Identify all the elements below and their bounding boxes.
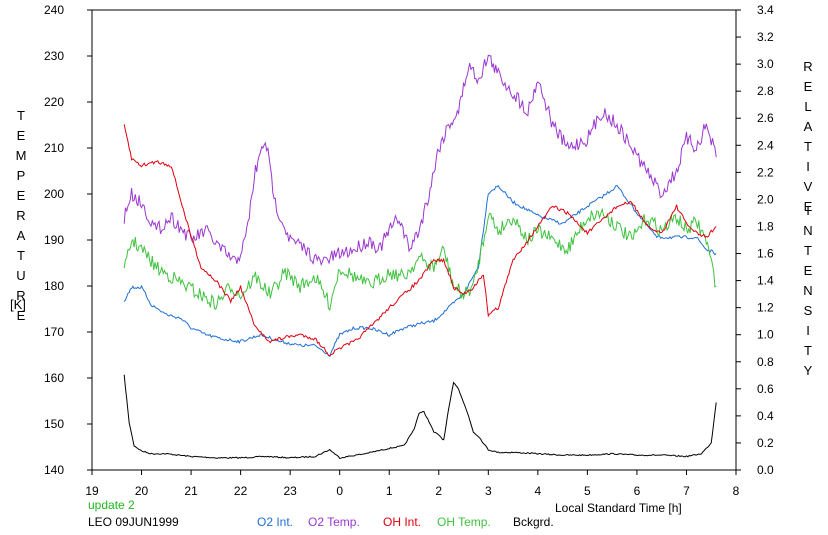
right-tick-label: 3.0 (757, 57, 774, 71)
left-axis-unit: [K] (10, 297, 26, 312)
right-tick-label: 2.6 (757, 111, 774, 125)
x-tick-label: 4 (535, 484, 542, 498)
right-tick-label: 0.2 (757, 436, 774, 450)
right-tick-label: 0.8 (757, 355, 774, 369)
right-axis-label-letter: T (804, 139, 812, 154)
station-date-label: LEO 09JUN1999 (88, 515, 179, 529)
x-tick-label: 6 (634, 484, 641, 498)
left-tick-label: 240 (44, 3, 64, 17)
right-axis-label-letter: I (806, 323, 810, 338)
x-axis-label: Local Standard Time [h] (555, 501, 682, 515)
right-axis-label-letter: V (803, 179, 813, 194)
right-axis-label-letter: A (803, 119, 813, 134)
right-axis-label-letter: Y (803, 363, 813, 378)
right-axis-label-letter: I (806, 203, 810, 218)
x-tick-label: 1 (386, 484, 393, 498)
series-line-o2-int (123, 184, 717, 358)
x-tick-label: 7 (683, 484, 690, 498)
left-tick-label: 140 (44, 463, 64, 477)
x-tick-label: 5 (584, 484, 591, 498)
right-tick-label: 2.2 (757, 165, 774, 179)
right-tick-label: 0.4 (757, 409, 774, 423)
left-axis-label-letter: R (16, 288, 26, 303)
right-axis-label-letter: E (803, 199, 813, 214)
left-tick-label: 210 (44, 141, 64, 155)
left-axis-ticks: 240 230 220 210 200 190 180 170 160 150 140 (44, 3, 92, 477)
x-tick-label: 2 (435, 484, 442, 498)
left-axis-label-letter: E (16, 128, 26, 143)
right-tick-label: 1.2 (757, 301, 774, 315)
right-axis-label-letter: N (803, 283, 813, 298)
left-axis-label-letter: E (16, 188, 26, 203)
x-axis-ticks: 19 20 21 22 23 0 1 2 3 4 5 6 7 8 (85, 470, 740, 498)
left-tick-label: 150 (44, 417, 64, 431)
right-axis-label-letter: E (803, 79, 813, 94)
right-tick-label: 0.6 (757, 382, 774, 396)
x-tick-label: 19 (85, 484, 99, 498)
x-tick-label: 22 (234, 484, 248, 498)
right-tick-label: 2.4 (757, 138, 774, 152)
legend-o2-int: O2 Int. (257, 515, 294, 529)
series-line-oh-temp (123, 207, 717, 312)
legend-oh-temp: OH Temp. (437, 515, 491, 529)
left-tick-label: 180 (44, 279, 64, 293)
left-axis-label-letter: P (16, 168, 26, 183)
right-axis-label-letter: T (804, 243, 812, 258)
right-tick-label: 1.4 (757, 274, 774, 288)
x-tick-label: 20 (135, 484, 149, 498)
left-axis-label-letter: M (15, 148, 27, 163)
series-line-oh-int (123, 124, 717, 357)
right-axis-label-letter: T (804, 343, 812, 358)
left-tick-label: 170 (44, 325, 64, 339)
left-axis-label-letter: U (16, 268, 26, 283)
right-axis-label-letter: I (806, 159, 810, 174)
left-axis-label-letter: E (16, 308, 26, 323)
x-tick-label: 0 (336, 484, 343, 498)
series-layer (123, 54, 717, 460)
update-label: update 2 (88, 498, 135, 512)
right-tick-label: 1.8 (757, 219, 774, 233)
legend-oh-int: OH Int. (383, 515, 422, 529)
legend-o2-temp: O2 Temp. (308, 515, 360, 529)
left-tick-label: 190 (44, 233, 64, 247)
right-tick-label: 3.4 (757, 3, 774, 17)
right-axis-ticks: 3.4 3.2 3.0 2.8 2.6 2.4 2.2 2.0 1.8 1.6 1.4 1.2 1.0 0… (736, 3, 774, 477)
left-axis-label-letter: A (16, 228, 26, 243)
right-axis-label-letter: L (804, 99, 812, 114)
left-tick-label: 160 (44, 371, 64, 385)
right-tick-label: 1.6 (757, 247, 774, 261)
left-axis-label-letter: T (17, 248, 25, 263)
right-axis-label-letter: S (803, 303, 813, 318)
left-axis-label-letter: T (17, 108, 25, 123)
series-line-bckgrd (123, 374, 717, 460)
x-tick-label: 3 (485, 484, 492, 498)
left-tick-label: 220 (44, 95, 64, 109)
right-axis-label-letter: R (803, 59, 813, 74)
left-tick-label: 230 (44, 49, 64, 63)
series-line-o2-temp (123, 54, 717, 267)
right-tick-label: 0.0 (757, 463, 774, 477)
x-tick-label: 23 (283, 484, 297, 498)
x-tick-label: 21 (184, 484, 198, 498)
right-tick-label: 1.0 (757, 328, 774, 342)
left-tick-label: 200 (44, 187, 64, 201)
right-tick-label: 3.2 (757, 30, 774, 44)
legend-bckgrd: Bckgrd. (513, 515, 554, 529)
right-tick-label: 2.0 (757, 192, 774, 206)
right-tick-label: 2.8 (757, 84, 774, 98)
right-axis-label-letter: N (803, 223, 813, 238)
x-tick-label: 8 (733, 484, 740, 498)
right-axis-label-letter: E (803, 263, 813, 278)
left-axis-label-letter: R (16, 208, 26, 223)
